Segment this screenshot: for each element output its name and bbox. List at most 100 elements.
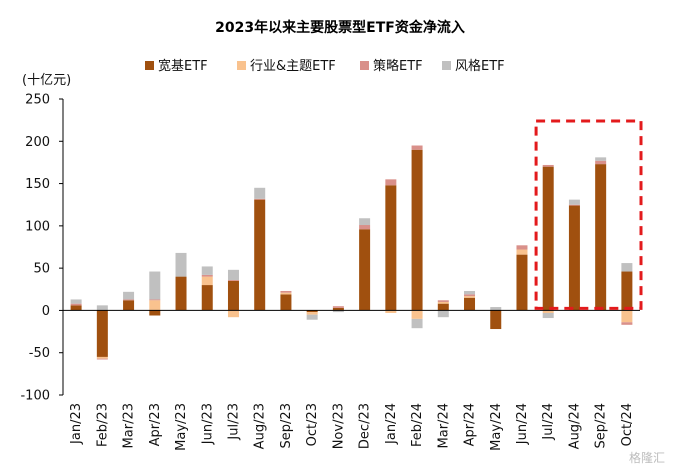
legend-label: 风格ETF xyxy=(455,58,505,74)
bar-segment xyxy=(96,310,108,357)
bar-segment xyxy=(123,300,135,311)
bar-segment xyxy=(490,310,502,330)
bar-segment xyxy=(332,307,344,311)
bar-segment xyxy=(359,229,371,311)
y-tick-label: -50 xyxy=(29,346,50,361)
bar-segment xyxy=(96,356,108,359)
bar-segment xyxy=(254,187,266,199)
bar-segment xyxy=(332,306,344,308)
bar-segment xyxy=(306,310,318,313)
bar-segment xyxy=(437,303,449,311)
bar-segment xyxy=(542,166,554,311)
bar-segment xyxy=(542,164,554,167)
bar-segment xyxy=(227,269,239,280)
bar-segment xyxy=(621,322,633,325)
y-tick-label: 150 xyxy=(25,177,50,192)
y-tick-label: 200 xyxy=(25,135,50,150)
bar-segment xyxy=(149,310,161,316)
y-tick-label: 0 xyxy=(42,304,50,319)
bar-segment xyxy=(359,218,371,226)
x-tick-label: Nov/23 xyxy=(331,403,346,449)
x-tick-label: Oct/24 xyxy=(620,403,635,446)
bar-segment xyxy=(411,310,423,319)
bar-segment xyxy=(385,179,397,186)
bar-segment xyxy=(201,285,213,311)
y-tick-label: 250 xyxy=(25,93,50,108)
chart-title: 2023年以来主要股票型ETF资金净流入 xyxy=(215,19,465,36)
bar-segment xyxy=(595,157,607,161)
legend-label: 策略ETF xyxy=(373,58,423,74)
x-tick-label: Apr/23 xyxy=(148,403,163,446)
x-tick-label: Dec/23 xyxy=(358,403,373,449)
highlight-box xyxy=(534,119,643,310)
bar-segment xyxy=(621,310,633,323)
bar-segment xyxy=(359,225,371,230)
bar-segment xyxy=(542,310,554,313)
x-tick-label: Jul/24 xyxy=(541,403,556,441)
bar-segment xyxy=(411,149,423,311)
bar-segment xyxy=(280,290,292,293)
bar-segment xyxy=(201,266,213,275)
bar-segment xyxy=(123,299,135,301)
legend-label: 行业&主题ETF xyxy=(250,59,336,74)
legend-swatch xyxy=(237,61,246,70)
bar-segment xyxy=(437,300,449,302)
bar-segment xyxy=(568,204,580,206)
bar-segment xyxy=(464,294,476,297)
bar-segment xyxy=(411,318,423,329)
bar-segment xyxy=(542,312,554,319)
bar-segment xyxy=(437,301,449,304)
bar-segment xyxy=(385,310,397,313)
bar-segment xyxy=(568,205,580,311)
bar-segment xyxy=(411,145,423,150)
bar-segment xyxy=(149,300,161,311)
legend-label: 宽基ETF xyxy=(158,58,208,74)
legend-swatch xyxy=(442,61,451,70)
bar-segment xyxy=(175,252,187,277)
bar-segment xyxy=(568,199,580,205)
x-tick-label: Jun/23 xyxy=(200,403,215,445)
bar-segment xyxy=(227,310,239,318)
bar-segment xyxy=(123,291,135,300)
bar-segment xyxy=(201,274,213,277)
bar-segment xyxy=(437,310,449,318)
y-unit-label: (十亿元) xyxy=(22,73,71,88)
bar-segment xyxy=(385,185,397,311)
bar-segment xyxy=(516,249,528,255)
bar-segment xyxy=(70,303,82,306)
bar-segment xyxy=(306,314,318,320)
legend-swatch xyxy=(360,61,369,70)
bar-segment xyxy=(254,198,266,200)
y-tick-label: 100 xyxy=(25,219,50,234)
legend-swatch xyxy=(145,61,154,70)
bar-segment xyxy=(490,307,502,311)
x-axis: Jan/23 Feb/23 Mar/23 Apr/23 May/23 Jun/23 Jul/… xyxy=(69,403,635,451)
bar-segment xyxy=(70,299,82,304)
bar-segment xyxy=(516,254,528,311)
x-tick-label: Oct/23 xyxy=(305,403,320,446)
x-tick-label: Aug/23 xyxy=(253,403,268,449)
bars xyxy=(70,145,633,360)
bar-segment xyxy=(149,271,161,300)
x-tick-label: Aug/24 xyxy=(567,403,582,449)
bar-segment xyxy=(70,305,82,311)
bar-segment xyxy=(254,199,266,311)
x-tick-label: Apr/24 xyxy=(463,403,478,446)
bar-segment xyxy=(595,164,607,311)
bar-segment xyxy=(516,245,528,250)
bar-segment xyxy=(175,276,187,311)
x-tick-label: Mar/24 xyxy=(436,403,451,448)
y-tick-label: 50 xyxy=(33,262,50,277)
bar-segment xyxy=(464,296,476,298)
x-tick-label: Sep/24 xyxy=(594,403,609,448)
legend: 宽基ETF 行业&主题ETF 策略ETF 风格ETF xyxy=(145,58,505,74)
bar-segment xyxy=(595,160,607,165)
watermark: 格隆汇 xyxy=(629,450,665,465)
bar-segment xyxy=(332,310,344,313)
x-tick-label: Jun/24 xyxy=(515,403,530,445)
x-tick-label: Mar/23 xyxy=(122,403,137,448)
y-axis: 250 200 150 100 50 0 -50 -100 xyxy=(20,93,63,404)
x-tick-label: Jan/23 xyxy=(69,403,84,445)
x-tick-label: Jan/24 xyxy=(384,403,399,445)
